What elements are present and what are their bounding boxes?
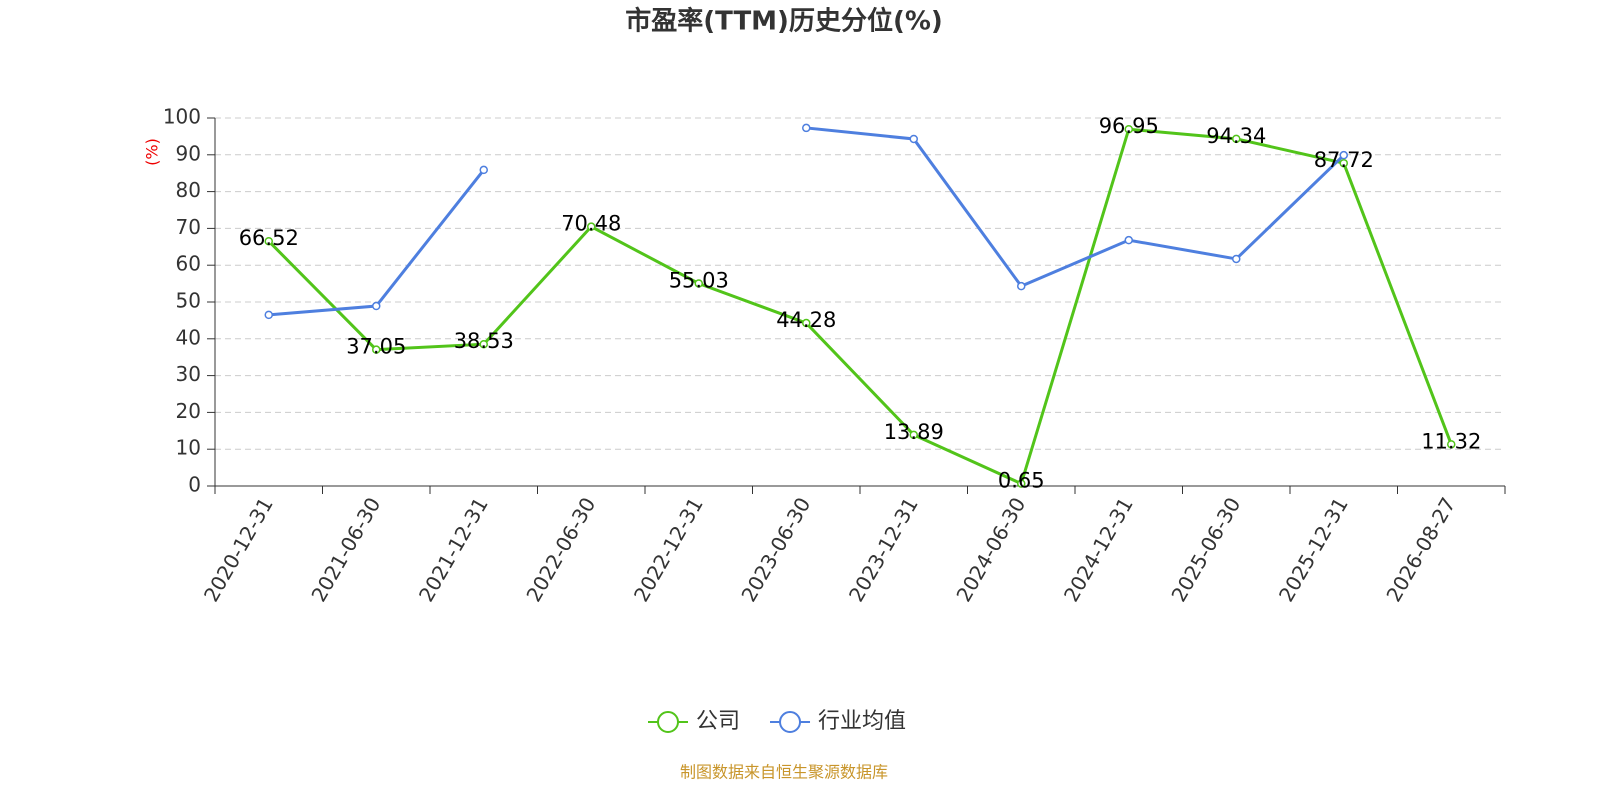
legend-label: 公司 (696, 709, 740, 734)
y-tick-label: 100 (163, 105, 201, 129)
data-point (694, 279, 703, 288)
chart-title: 市盈率(TTM)历史分位(%) (625, 6, 943, 37)
data-point (909, 134, 918, 144)
y-tick-label: 40 (176, 325, 201, 349)
value-label: 37.05 (346, 335, 406, 359)
series-line (267, 127, 1453, 486)
x-tick-label: 2021-06-30 (306, 493, 385, 606)
x-tick-label: 2025-12-31 (1274, 493, 1353, 606)
data-point (264, 310, 273, 320)
y-tick-label: 90 (176, 141, 201, 165)
legend-marker (779, 711, 802, 733)
value-label: 44.28 (776, 308, 836, 332)
legend-marker (657, 711, 679, 733)
value-label: 87.72 (1314, 148, 1374, 172)
y-tick-label: 20 (176, 399, 201, 423)
x-tick-label: 2026-08-27 (1381, 493, 1460, 606)
y-tick-label: 60 (176, 252, 201, 276)
value-label: 96.95 (1099, 114, 1159, 138)
x-tick-label: 2023-06-30 (736, 493, 815, 606)
data-point (1339, 158, 1348, 168)
value-label: 70.48 (561, 212, 621, 236)
x-tick-label: 2022-06-30 (521, 493, 600, 606)
y-axis-label: (%) (143, 138, 162, 166)
y-tick-label: 10 (176, 436, 201, 460)
data-point (909, 430, 918, 440)
data-point (587, 222, 596, 231)
value-label: 94.34 (1206, 124, 1266, 148)
value-label: 66.52 (239, 226, 299, 250)
x-tick-label: 2020-12-31 (199, 493, 278, 606)
data-point (264, 236, 273, 246)
x-tick-label: 2022-12-31 (629, 493, 708, 606)
data-point (802, 318, 811, 328)
source-note: 制图数据来自恒生聚源数据库 (680, 763, 888, 782)
value-label: 55.03 (669, 268, 729, 292)
data-point (479, 339, 488, 349)
y-tick-label: 70 (176, 215, 201, 239)
x-tick-label: 2025-06-30 (1166, 493, 1245, 606)
data-point (372, 301, 381, 311)
data-point (1232, 134, 1241, 144)
value-label: 13.89 (884, 420, 944, 444)
value-label: 0.65 (998, 469, 1045, 493)
value-label: 38.53 (454, 329, 514, 353)
data-point (1017, 479, 1026, 488)
y-tick-label: 50 (176, 289, 201, 313)
series-line (268, 126, 1345, 317)
data-point (1124, 124, 1133, 134)
x-tick-label: 2024-12-31 (1059, 493, 1138, 606)
value-label: 11.32 (1421, 429, 1481, 453)
data-point (1339, 150, 1348, 160)
data-point (1447, 440, 1456, 449)
x-tick-label: 2023-12-31 (844, 493, 923, 606)
y-tick-label: 0 (188, 473, 201, 497)
data-point (1124, 235, 1133, 245)
data-point (1232, 254, 1241, 264)
x-tick-label: 2021-12-31 (414, 493, 493, 606)
legend-label: 行业均值 (818, 709, 906, 734)
data-point (1017, 281, 1026, 291)
x-tick-label: 2024-06-30 (951, 493, 1030, 606)
data-point (802, 123, 811, 133)
data-point (479, 165, 488, 175)
y-tick-label: 30 (176, 362, 201, 386)
data-point (372, 345, 381, 354)
y-tick-label: 80 (176, 178, 201, 202)
